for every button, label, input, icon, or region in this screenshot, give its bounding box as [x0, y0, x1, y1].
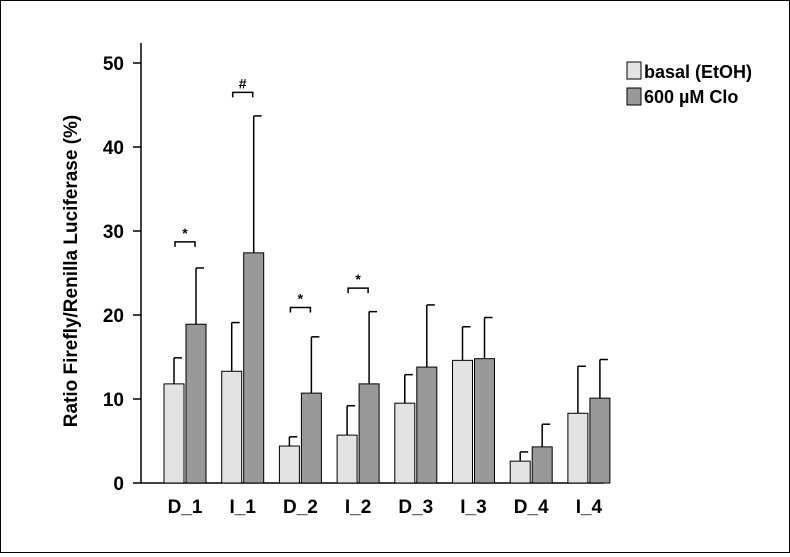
legend-swatch-clo	[626, 87, 642, 106]
bar	[243, 252, 265, 484]
bar	[336, 434, 358, 484]
significance-bracket	[289, 306, 312, 313]
bar	[589, 397, 611, 484]
x-tick-label: I_3	[460, 497, 486, 518]
significance-marker: *	[355, 271, 361, 287]
x-tick-label: I_2	[345, 497, 371, 518]
significance-bracket	[347, 287, 369, 294]
axes: Ratio Firefly/Renilla Luciferase (%)	[61, 43, 604, 484]
bar	[567, 412, 589, 484]
bar	[452, 359, 473, 484]
y-tick-label: 40	[103, 138, 124, 159]
bar	[278, 445, 300, 484]
bar	[509, 460, 531, 484]
legend-label-basal: basal (EtOH)	[644, 62, 752, 82]
x-tick-label: D_3	[398, 497, 433, 518]
bar	[163, 383, 185, 484]
x-tick-label: D_1	[168, 497, 203, 518]
y-tick-label: 10	[103, 390, 124, 411]
significance-marker: *	[298, 290, 304, 306]
x-tick-label: D_4	[514, 497, 549, 518]
y-tick-label: 30	[103, 222, 124, 243]
bar	[531, 446, 553, 484]
bar	[221, 370, 243, 484]
x-ticks: D_1 I_1 D_2 I_2 D_3 I_3 D_4 I_4	[168, 497, 603, 518]
bar	[358, 383, 380, 484]
legend-swatch-basal	[626, 61, 642, 80]
y-ticks: 0 10 20 30 40 50	[103, 54, 141, 495]
legend-label-clo: 600 µM Clo	[644, 87, 738, 107]
y-axis-label: Ratio Firefly/Renilla Luciferase (%)	[61, 115, 82, 428]
bar	[394, 402, 416, 484]
y-tick-label: 20	[103, 306, 124, 327]
bar	[474, 358, 495, 484]
significance-bracket	[231, 91, 254, 98]
bar	[300, 392, 322, 484]
y-tick-label: 0	[113, 474, 124, 495]
significance-bracket	[174, 241, 196, 247]
significance-marker: #	[239, 75, 247, 91]
bar	[185, 323, 207, 484]
significance-marker: *	[182, 225, 188, 241]
bar	[416, 366, 438, 484]
x-tick-label: I_4	[576, 497, 603, 518]
x-tick-label: I_1	[229, 497, 256, 518]
legend: basal (EtOH) 600 µM Clo	[626, 61, 752, 107]
y-tick-label: 50	[103, 54, 124, 75]
x-tick-label: D_2	[283, 497, 318, 518]
significance-annotations: * # * *	[174, 75, 369, 313]
bars	[163, 115, 611, 484]
